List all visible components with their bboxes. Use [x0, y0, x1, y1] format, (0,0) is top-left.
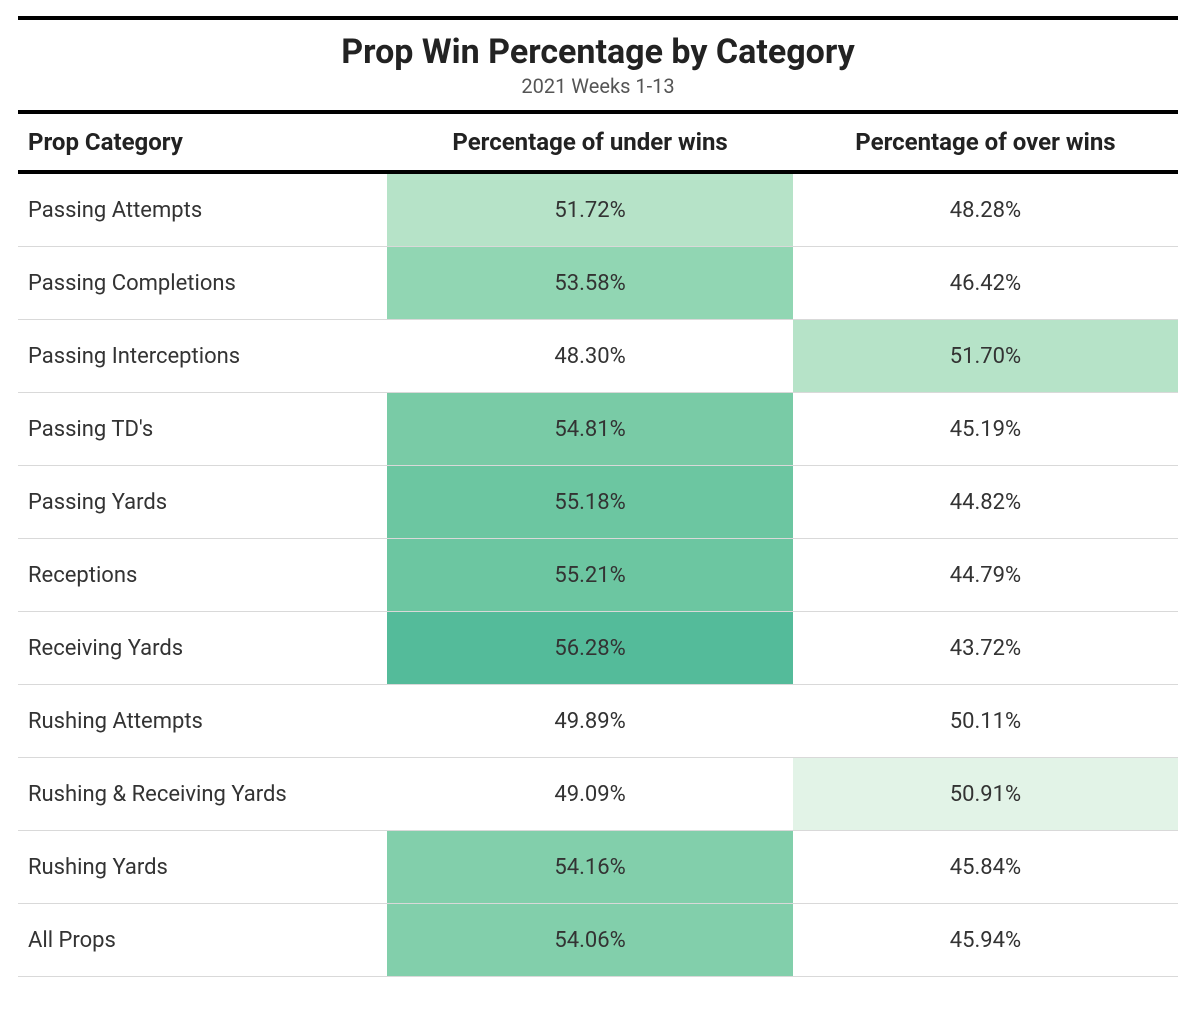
cell-category: All Props — [18, 904, 387, 977]
cell-over: 51.70% — [793, 320, 1178, 393]
cell-over: 45.19% — [793, 393, 1178, 466]
table-row: Receiving Yards56.28%43.72% — [18, 612, 1178, 685]
cell-under: 53.58% — [387, 247, 793, 320]
cell-under: 49.89% — [387, 685, 793, 758]
col-header-category: Prop Category — [18, 114, 387, 172]
cell-over: 48.28% — [793, 172, 1178, 247]
table-row: Passing Interceptions48.30%51.70% — [18, 320, 1178, 393]
cell-category: Passing TD's — [18, 393, 387, 466]
table-row: Rushing Attempts49.89%50.11% — [18, 685, 1178, 758]
table-row: Passing Completions53.58%46.42% — [18, 247, 1178, 320]
cell-category: Passing Attempts — [18, 172, 387, 247]
cell-over: 46.42% — [793, 247, 1178, 320]
table-subtitle: 2021 Weeks 1-13 — [18, 74, 1178, 98]
table-row: Passing Attempts51.72%48.28% — [18, 172, 1178, 247]
col-header-under: Percentage of under wins — [387, 114, 793, 172]
cell-over: 50.11% — [793, 685, 1178, 758]
cell-category: Rushing Attempts — [18, 685, 387, 758]
cell-over: 44.82% — [793, 466, 1178, 539]
cell-over: 50.91% — [793, 758, 1178, 831]
cell-under: 55.21% — [387, 539, 793, 612]
cell-category: Receptions — [18, 539, 387, 612]
cell-under: 48.30% — [387, 320, 793, 393]
table-row: Passing Yards55.18%44.82% — [18, 466, 1178, 539]
table-row: All Props54.06%45.94% — [18, 904, 1178, 977]
cell-category: Passing Completions — [18, 247, 387, 320]
table-title: Prop Win Percentage by Category — [18, 32, 1178, 72]
cell-over: 44.79% — [793, 539, 1178, 612]
cell-under: 56.28% — [387, 612, 793, 685]
cell-over: 43.72% — [793, 612, 1178, 685]
cell-under: 54.16% — [387, 831, 793, 904]
header-row: Prop Category Percentage of under wins P… — [18, 114, 1178, 172]
cell-over: 45.84% — [793, 831, 1178, 904]
cell-category: Rushing & Receiving Yards — [18, 758, 387, 831]
cell-category: Passing Interceptions — [18, 320, 387, 393]
prop-win-table: Prop Win Percentage by Category 2021 Wee… — [18, 16, 1178, 977]
cell-category: Receiving Yards — [18, 612, 387, 685]
cell-category: Rushing Yards — [18, 831, 387, 904]
cell-under: 54.81% — [387, 393, 793, 466]
table-body: Passing Attempts51.72%48.28%Passing Comp… — [18, 172, 1178, 977]
table-row: Passing TD's54.81%45.19% — [18, 393, 1178, 466]
cell-under: 54.06% — [387, 904, 793, 977]
table-row: Rushing Yards54.16%45.84% — [18, 831, 1178, 904]
table-header-block: Prop Win Percentage by Category 2021 Wee… — [18, 20, 1178, 114]
data-table: Prop Category Percentage of under wins P… — [18, 114, 1178, 977]
cell-under: 49.09% — [387, 758, 793, 831]
col-header-over: Percentage of over wins — [793, 114, 1178, 172]
cell-under: 55.18% — [387, 466, 793, 539]
cell-category: Passing Yards — [18, 466, 387, 539]
table-row: Rushing & Receiving Yards49.09%50.91% — [18, 758, 1178, 831]
cell-under: 51.72% — [387, 172, 793, 247]
cell-over: 45.94% — [793, 904, 1178, 977]
table-row: Receptions55.21%44.79% — [18, 539, 1178, 612]
